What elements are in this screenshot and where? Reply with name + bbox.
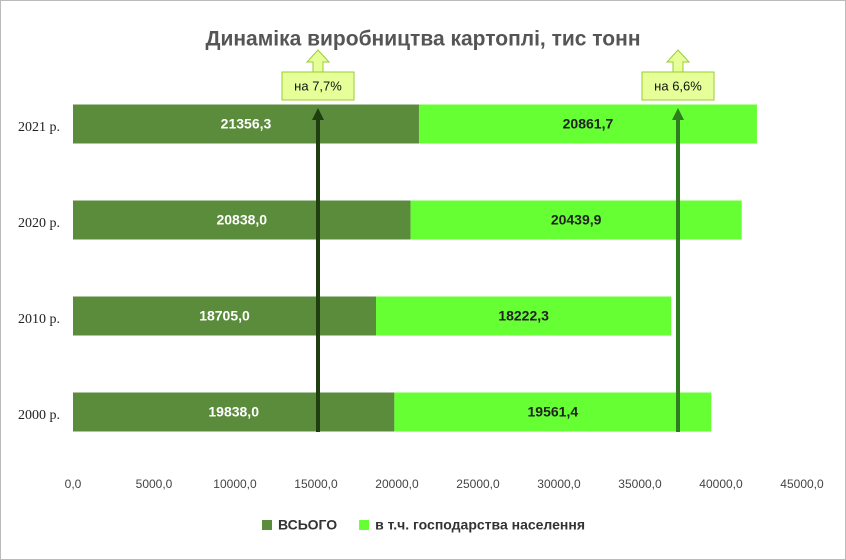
chart-title: Динаміка виробництва картоплі, тис тонн	[205, 28, 640, 51]
legend-label: ВСЬОГО	[278, 517, 337, 533]
x-tick-label: 45000,0	[780, 477, 824, 491]
callout-box	[641, 71, 715, 101]
x-tick-label: 15000,0	[294, 477, 338, 491]
x-tick-label: 10000,0	[213, 477, 257, 491]
data-label: 19561,4	[528, 404, 579, 420]
legend-swatch	[262, 520, 272, 530]
data-label: 18222,3	[498, 308, 549, 324]
data-label: 20861,7	[563, 116, 614, 132]
bar	[376, 296, 672, 336]
annotation: на 6,6%	[654, 78, 702, 93]
bar	[73, 104, 419, 144]
data-label: 20838,0	[216, 212, 267, 228]
bar	[418, 104, 757, 144]
data-label: 20439,9	[551, 212, 602, 228]
legend-swatch	[359, 520, 370, 530]
data-label: 18705,0	[199, 308, 250, 324]
annotation: на 7,7%	[294, 78, 342, 93]
x-tick-label: 35000,0	[618, 477, 662, 491]
growth-arrowhead	[312, 108, 324, 120]
x-tick-label: 5000,0	[136, 477, 173, 491]
bar	[394, 392, 712, 432]
bar	[73, 200, 411, 240]
x-tick-label: 25000,0	[456, 477, 500, 491]
x-tick-label: 40000,0	[699, 477, 743, 491]
x-tick-label: 20000,0	[375, 477, 419, 491]
bar	[410, 200, 742, 240]
data-label: 19838,0	[208, 404, 259, 420]
x-tick-label: 30000,0	[537, 477, 581, 491]
data-label: 21356,3	[221, 116, 272, 132]
bar	[73, 392, 395, 432]
callout-box	[281, 71, 355, 101]
y-tick-label: 2020 р.	[18, 216, 60, 231]
y-tick-label: 2000 р.	[18, 408, 60, 423]
bar	[73, 296, 377, 336]
growth-arrowhead	[672, 108, 684, 120]
y-tick-label: 2021 р.	[18, 120, 60, 135]
legend-label: в т.ч. господарства населення	[375, 517, 585, 533]
callout-arrow	[665, 49, 691, 73]
x-tick-label: 0,0	[65, 477, 82, 491]
y-tick-label: 2010 р.	[18, 312, 60, 327]
callout-arrow	[305, 49, 331, 73]
